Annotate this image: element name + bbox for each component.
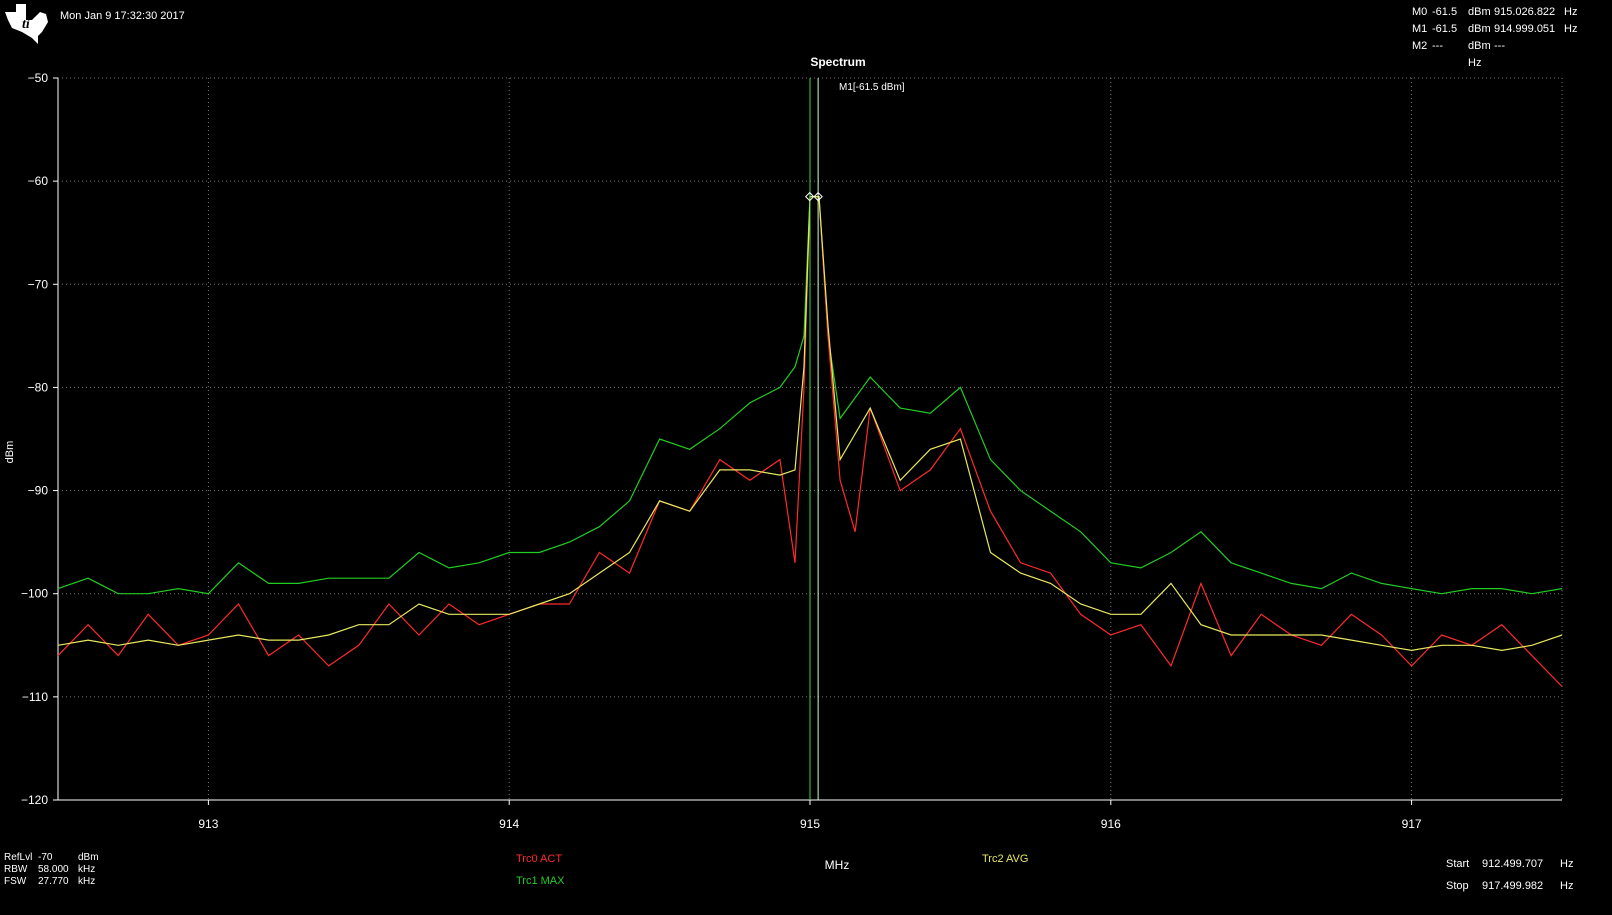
y-tick-label: −110 (22, 690, 48, 704)
marker-freq-unit: Hz (1468, 57, 1482, 69)
settings-panel: RefLvl -70 dBm RBW 58.000 kHz FSW 27.770 kHz (4, 852, 99, 888)
stop-value: 917.499.982 (1482, 880, 1544, 892)
tick-labels: −50 −60 −70 −80 −90 −100 −110 −120 913 914 915 916 9… (21, 71, 1422, 831)
marker-level-unit: dBm (1468, 6, 1491, 18)
x-tick-label: 916 (1101, 817, 1121, 831)
marker-level-unit: dBm (1468, 40, 1491, 52)
timestamp: Mon Jan 9 17:32:30 2017 (60, 10, 185, 22)
chart-title: Spectrum (810, 55, 865, 69)
marker-row-m2: M2 --- dBm ---Hz (1412, 38, 1612, 72)
marker-level-unit: dBm (1468, 23, 1491, 35)
x-tick-label: 917 (1402, 817, 1422, 831)
x-axis-label: MHz (825, 858, 850, 872)
marker-name: M0 (1412, 6, 1428, 18)
rbw-unit: kHz (78, 864, 96, 875)
fsw-unit: kHz (78, 876, 96, 887)
legend-trc1: Trc1 MAX (516, 875, 565, 887)
marker-diamond (813, 191, 823, 202)
ti-logo: ti (5, 4, 48, 44)
y-tick-label: −90 (28, 484, 49, 498)
fsw-label: FSW (4, 876, 27, 887)
marker-lines (809, 78, 819, 800)
marker-freq: 914.999.051 (1494, 23, 1556, 35)
reflvl-label: RefLvl (4, 852, 33, 863)
y-tick-label: −60 (28, 174, 49, 188)
fsw-value: 27.770 (38, 876, 69, 887)
x-tick-label: 913 (198, 817, 218, 831)
marker-level: --- (1432, 40, 1443, 52)
marker-diamond (804, 191, 815, 202)
start-unit: Hz (1560, 858, 1574, 870)
marker-row-m0: M0 -61.5 dBm 915.026.822 Hz (1412, 4, 1612, 21)
marker-name: M2 (1412, 40, 1428, 52)
y-tick-label: −120 (21, 793, 48, 807)
x-tick-label: 914 (499, 817, 519, 831)
legend-trc0: Trc0 ACT (516, 853, 563, 865)
y-tick-label: −100 (21, 587, 48, 601)
span-panel: Start 912.499.707 Hz Stop 917.499.982 Hz (1446, 853, 1573, 897)
marker-freq-unit: Hz (1564, 6, 1578, 18)
marker-level: -61.5 (1432, 23, 1458, 35)
rbw-label: RBW (4, 864, 28, 875)
marker-annotation: M1[-61.5 dBm] (839, 82, 905, 93)
marker-name: M1 (1412, 23, 1428, 35)
rbw-value: 58.000 (38, 864, 69, 875)
y-tick-label: −50 (28, 71, 49, 85)
marker-freq: --- (1494, 40, 1505, 52)
marker-freq: 915.026.822 (1494, 6, 1556, 18)
stop-unit: Hz (1560, 880, 1574, 892)
marker-freq-unit: Hz (1564, 23, 1578, 35)
marker-level: -61.5 (1432, 6, 1458, 18)
legend-trc2: Trc2 AVG (982, 853, 1029, 865)
marker-points (804, 191, 823, 202)
x-tick-label: 915 (800, 817, 820, 831)
marker-row-m1: M1 -61.5 dBm 914.999.051 Hz (1412, 21, 1612, 38)
marker-readout: M0 -61.5 dBm 915.026.822 Hz M1 -61.5 dBm 914.99… (1412, 4, 1612, 72)
y-tick-label: −80 (28, 380, 49, 394)
y-axis-label: dBm (4, 441, 16, 464)
stop-label: Stop (1446, 880, 1469, 892)
start-label: Start (1446, 858, 1470, 870)
reflvl-value: -70 (38, 852, 53, 863)
reflvl-unit: dBm (78, 852, 99, 863)
y-tick-label: −70 (28, 277, 49, 291)
svg-text:ti: ti (22, 17, 30, 32)
start-value: 912.499.707 (1482, 858, 1544, 870)
grid-lines (53, 77, 1563, 805)
